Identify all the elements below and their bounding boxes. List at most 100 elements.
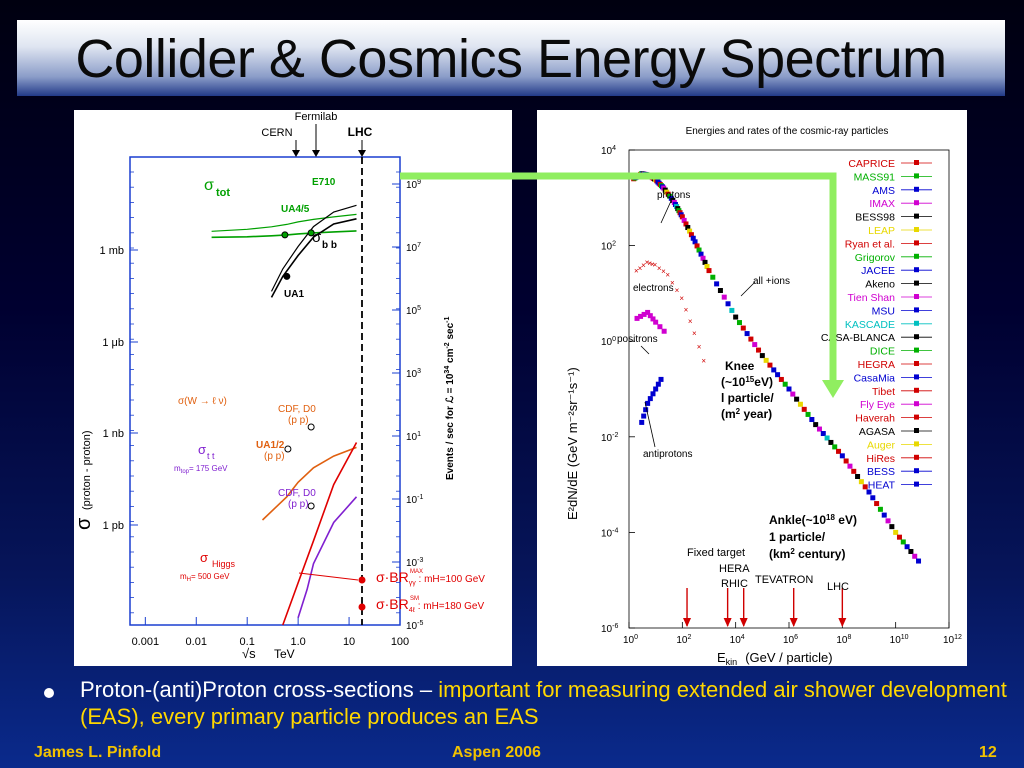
slide-title: Collider & Cosmics Energy Spectrum	[75, 29, 947, 89]
x-tick-label: 0.1	[240, 636, 255, 648]
spectrum-marker-0	[816, 426, 822, 432]
spectrum-marker-0	[767, 362, 773, 368]
data-point	[281, 231, 289, 239]
legend-entry: Akeno	[865, 279, 895, 291]
cosmic-ray-spectrum-chart: Energies and rates of the cosmic-ray par…	[537, 110, 967, 666]
positrons-annotation: positrons	[617, 334, 658, 345]
spectrum-marker-0	[828, 439, 834, 445]
legend-entry: Auger	[867, 439, 896, 451]
spectrum-marker-0	[778, 376, 784, 382]
spectrum-marker-0	[881, 512, 887, 518]
accelerator-arrowhead	[683, 618, 692, 627]
legend-marker	[914, 213, 919, 219]
legend-marker	[914, 428, 919, 433]
curve-band-bb	[270, 204, 357, 292]
right-y-tick-label: 101	[406, 431, 421, 443]
svg-text:l particle/: l particle/	[721, 391, 774, 405]
electron-marker: ×	[692, 329, 697, 338]
spectrum-marker-0	[824, 435, 830, 441]
x-tick-label: 10	[343, 636, 355, 648]
br-gamma-sup: MAX	[410, 569, 423, 575]
right-y-tick-label: 103	[406, 368, 421, 380]
spectrum-marker-0	[916, 558, 922, 564]
sigma-bb-label: b b	[322, 240, 337, 251]
cosmic-x-tick-label: 100	[623, 634, 638, 646]
cern-label: CERN	[261, 127, 292, 139]
svg-text:(m2 year): (m2 year)	[721, 407, 772, 421]
spectrum-marker-3	[639, 419, 645, 425]
right-y-tick-label: 105	[406, 305, 421, 317]
lhc-accelerator-label: LHC	[827, 581, 849, 593]
cosmic-chart-svg: Energies and rates of the cosmic-ray par…	[565, 126, 962, 666]
bullet-plain-text: Proton-(anti)Proton cross-sections –	[80, 677, 439, 702]
spectrum-marker-0	[893, 529, 899, 535]
accelerator-arrows	[683, 588, 847, 627]
right-y-tick-label: 10-5	[406, 620, 423, 632]
x-axis-unit: TeV	[274, 647, 295, 661]
right-y-tick-label: 10-1	[406, 494, 423, 506]
spectrum-marker-0	[717, 288, 723, 294]
legend-marker	[914, 253, 919, 259]
data-point	[307, 502, 315, 510]
svg-text:Ankle(~1018 eV): Ankle(~1018 eV)	[769, 513, 857, 527]
spectrum-marker-3	[658, 376, 664, 382]
svg-text:Knee: Knee	[725, 359, 755, 373]
spectrum-marker-0	[763, 357, 769, 363]
legend-marker	[914, 374, 919, 380]
legend-entry: Tien Shan	[848, 292, 896, 304]
spectrum-marker-0	[858, 479, 864, 485]
legend-marker	[914, 200, 919, 206]
spectrum-marker-0	[733, 314, 739, 320]
curve-Higgs	[282, 442, 358, 626]
electron-marker: ×	[679, 294, 684, 303]
cross-section-curves	[211, 204, 358, 626]
br-4l-label: σ·BR4ℓ : mH=180 GeV	[376, 596, 484, 614]
spectrum-marker-0	[832, 444, 838, 450]
svg-text:1 particle/: 1 particle/	[769, 530, 826, 544]
spectrum-marker-0	[904, 544, 910, 550]
all-ions-pointer	[740, 281, 756, 297]
higgs-label: Higgs	[212, 559, 236, 569]
spectrum-marker-0	[756, 347, 762, 353]
cosmic-y-tick-label: 100	[601, 336, 616, 348]
protons-pointer	[660, 200, 672, 224]
legend-entry: LEAP	[868, 225, 895, 237]
cosmic-y-tick-label: 10-2	[601, 432, 618, 444]
spectrum-marker-0	[839, 453, 845, 459]
cosmic-y-axis-label: E²dN/dE (GeV m⁻²sr⁻¹s⁻¹)	[565, 367, 580, 520]
mh-label: mH= 500 GeV	[180, 572, 230, 583]
spectrum-marker-0	[786, 386, 792, 392]
spectrum-marker-0	[900, 539, 906, 545]
legend-entry: DICE	[870, 346, 895, 358]
cosmic-x-axis-label: Ekin (GeV / particle)	[717, 650, 833, 666]
br-4l-point	[358, 603, 366, 611]
left-y-tick-label: 1 μb	[102, 337, 124, 349]
electron-marker: ×	[688, 317, 693, 326]
legend-entry: Grigorov	[855, 252, 896, 264]
spectrum-marker-0	[908, 548, 914, 554]
data-point	[283, 272, 291, 280]
spectrum-marker-0	[797, 401, 803, 407]
legend-entry: BESS	[867, 466, 895, 478]
spectrum-marker-3	[653, 386, 659, 392]
legend-entry: MSU	[872, 305, 895, 317]
curve-W	[261, 446, 357, 521]
spectrum-marker-3	[643, 407, 649, 413]
footer-page-number: 12	[979, 744, 997, 761]
positrons-pointer	[640, 345, 650, 355]
legend-marker	[914, 468, 919, 474]
br-gamma-pointer	[298, 572, 359, 581]
sigma-higgs-symbol: σ	[200, 550, 208, 565]
spectrum-marker-0	[771, 367, 777, 373]
left-y-tick-label: 1 nb	[103, 428, 124, 440]
cosmic-y-tick-label: 10-6	[601, 623, 618, 635]
cosmic-x-tick-label: 1012	[943, 634, 962, 646]
sigma-tt-symbol: σ	[198, 442, 206, 457]
right-y-tick-label: 107	[406, 242, 421, 254]
footer-author: James L. Pinfold	[34, 744, 162, 761]
x-axis-sqrt-s: √s	[242, 646, 256, 661]
legend-entry: BESS98	[855, 212, 895, 224]
spectrum-marker-3	[650, 391, 656, 397]
all-ions-annotation: all +ions	[753, 276, 790, 287]
tevatron-label: TEVATRON	[755, 574, 813, 586]
